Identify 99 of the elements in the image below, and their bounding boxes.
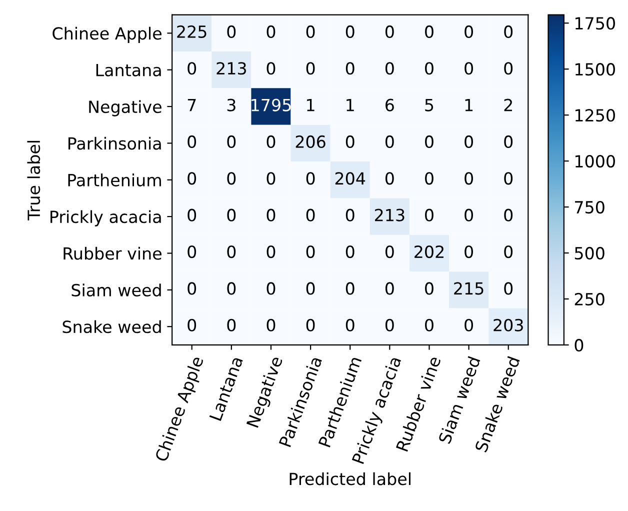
data-label: 0	[464, 245, 473, 258]
color-bar-label: 1000	[575, 154, 615, 168]
y-axis-title: True label	[27, 140, 40, 220]
data-label: 0	[425, 135, 434, 148]
data-label: 0	[227, 282, 236, 295]
data-label: 0	[188, 135, 196, 148]
data-label: 0	[346, 62, 354, 75]
data-label: 0	[188, 62, 196, 75]
data-label: 0	[504, 172, 513, 185]
data-label: 213	[216, 62, 246, 75]
y-tick-label: Rubber vine	[64, 246, 162, 260]
data-label: 0	[464, 135, 473, 148]
data-label: 0	[425, 25, 434, 38]
data-label: 206	[296, 135, 326, 148]
data-label: 0	[464, 25, 473, 38]
data-label: 0	[464, 172, 473, 185]
color-bar-label: 750	[575, 200, 604, 214]
data-label: 213	[374, 208, 404, 222]
data-label: 0	[266, 318, 276, 332]
data-label: 215	[454, 282, 484, 295]
y-tick-label: Snake weed	[62, 320, 161, 334]
data-label: 0	[504, 245, 513, 258]
data-label: 3	[227, 98, 236, 112]
data-label: 0	[346, 318, 354, 332]
data-label: 0	[266, 135, 276, 148]
data-label: 0	[227, 208, 236, 222]
data-label: 0	[385, 282, 394, 295]
color-bar-label: 250	[574, 292, 604, 306]
y-tick-label: Prickly acacia	[50, 210, 161, 226]
color-bar-label: 500	[574, 246, 604, 260]
y-tick-label: Parkinsonia	[68, 136, 161, 150]
data-label: 0	[504, 135, 513, 148]
data-label: 0	[306, 208, 315, 222]
data-label: 0	[385, 172, 394, 185]
data-label: 0	[425, 318, 434, 332]
data-label: 0	[346, 135, 354, 148]
data-label: 0	[504, 62, 513, 75]
y-tick-label: Lantana	[96, 64, 161, 76]
y-tick-label: Chinee Apple	[52, 26, 162, 43]
data-label: 0	[385, 245, 394, 258]
color-bar-label: 1500	[575, 63, 615, 76]
color-bar-label: 1250	[575, 109, 615, 122]
data-label: 0	[188, 318, 196, 332]
data-label: 0	[346, 208, 354, 222]
data-label: 0	[346, 282, 354, 295]
data-label: 0	[306, 172, 315, 185]
data-label: 0	[188, 245, 196, 258]
data-label: 0	[425, 172, 434, 185]
data-label: 0	[425, 62, 434, 75]
y-tick-label: Siam weed	[72, 284, 161, 296]
data-label: 0	[385, 135, 394, 148]
data-label: 0	[227, 245, 236, 258]
data-label: 0	[425, 208, 434, 222]
data-label: 0	[306, 245, 315, 258]
data-label: 0	[266, 208, 276, 222]
data-label: 0	[266, 245, 276, 258]
data-label: 0	[504, 208, 513, 222]
data-label: 0	[266, 62, 276, 75]
data-label: 0	[504, 25, 513, 38]
y-tick-label: Parthenium	[68, 174, 161, 186]
data-label: 203	[494, 318, 523, 332]
data-label: 0	[227, 135, 236, 148]
data-label: 0	[306, 25, 315, 38]
data-label: 0	[227, 25, 236, 38]
data-label: 5	[425, 98, 434, 112]
color-bar-label: 1750	[575, 17, 615, 30]
data-label: 0	[464, 318, 473, 332]
data-label: 1	[346, 98, 354, 112]
data-label: 1	[465, 98, 473, 112]
data-label: 0	[385, 62, 394, 75]
data-label: 6	[386, 98, 394, 112]
data-label: 0	[346, 245, 354, 258]
data-label: 0	[306, 282, 315, 295]
data-label: 202	[414, 245, 444, 258]
data-label: 0	[188, 208, 196, 222]
data-label: 0	[188, 172, 196, 185]
color-bar-label: 0	[574, 338, 584, 352]
data-label: 225	[177, 25, 206, 38]
data-label: 0	[266, 282, 276, 295]
data-label: 0	[266, 172, 276, 185]
data-label: 7	[188, 98, 196, 112]
data-label: 0	[464, 62, 473, 75]
data-label: 0	[504, 282, 513, 295]
data-label: 2	[504, 98, 512, 112]
data-label: 0	[266, 25, 276, 38]
data-label: 0	[385, 318, 394, 332]
data-label: 1	[307, 98, 314, 112]
data-label: 0	[306, 62, 315, 75]
x-axis-title: Predicted label	[290, 472, 410, 486]
data-label: 204	[335, 172, 366, 185]
y-tick-label: Negative	[89, 100, 162, 116]
data-label: 0	[464, 208, 473, 222]
data-label: 0	[306, 318, 315, 332]
data-label: 0	[425, 282, 434, 295]
data-label: 0	[227, 172, 236, 185]
data-label: 0	[385, 25, 394, 38]
data-label: 0	[188, 282, 196, 295]
data-label: 0	[346, 25, 354, 38]
data-label: 0	[227, 318, 236, 332]
